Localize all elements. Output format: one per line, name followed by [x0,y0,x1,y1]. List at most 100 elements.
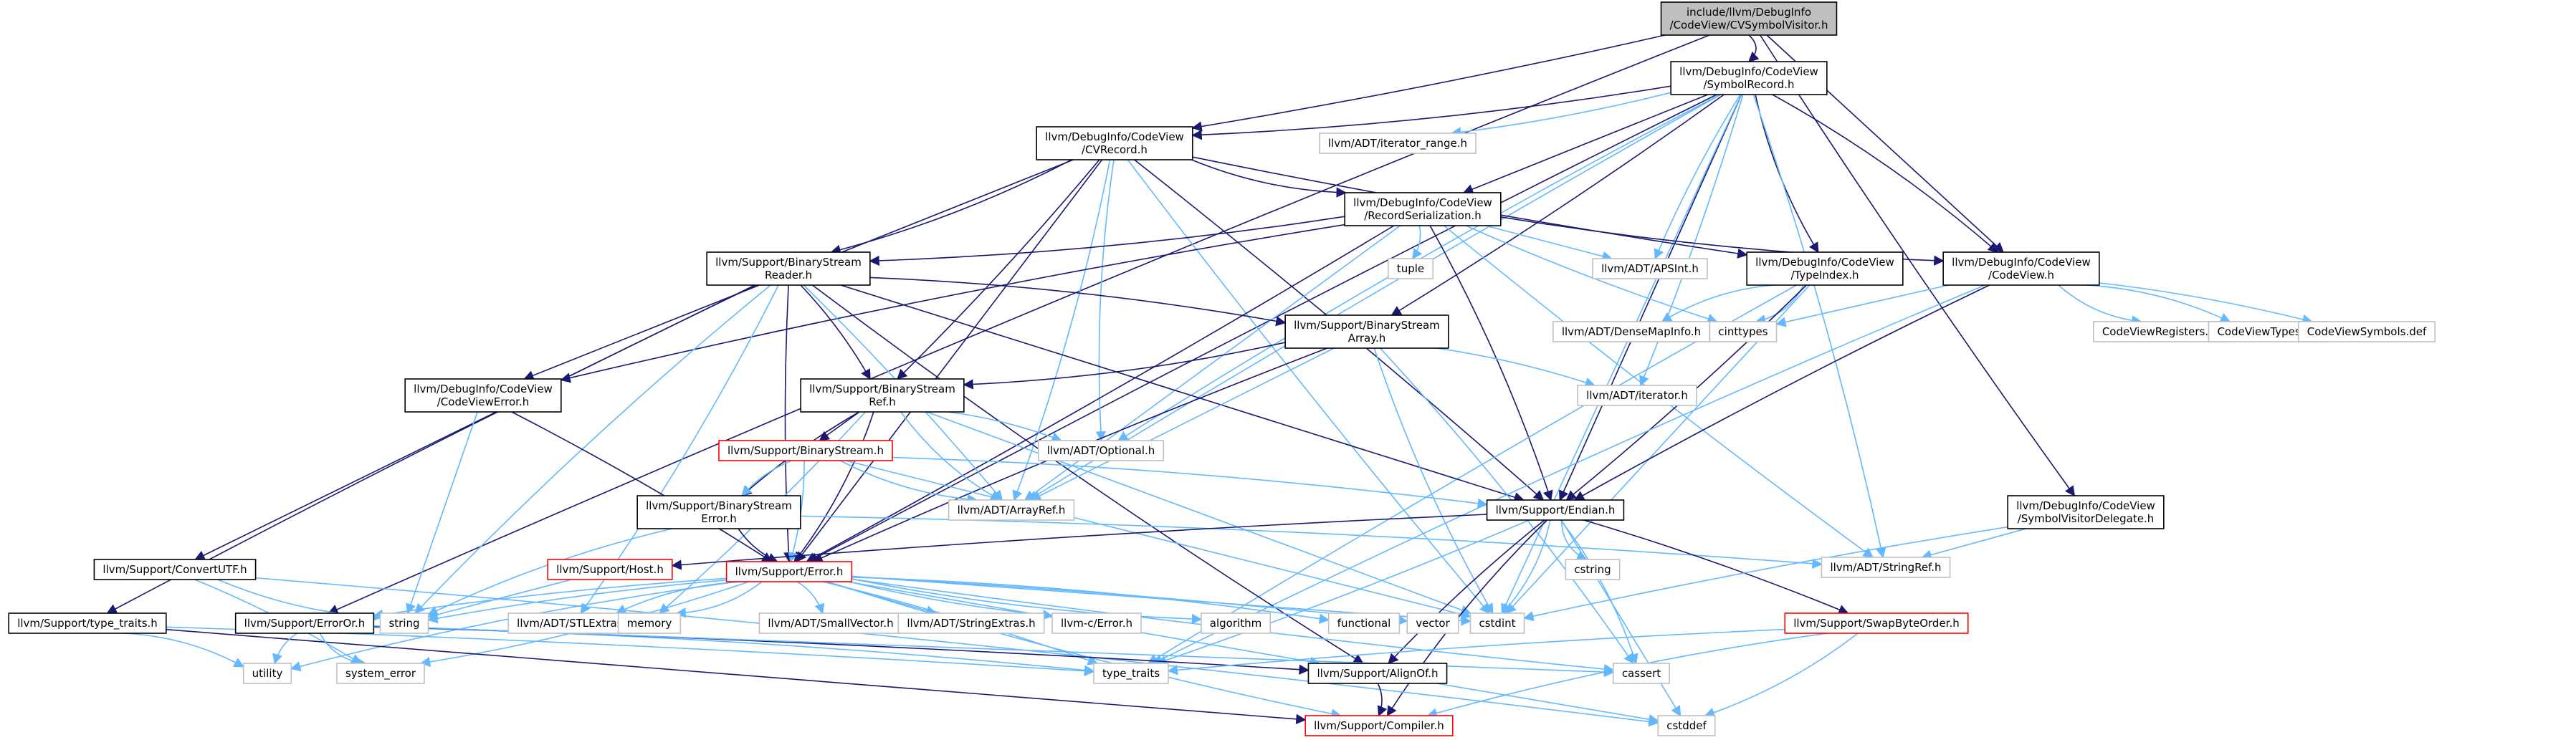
node-box [1406,612,1459,634]
node-cstddef: cstddef [1657,715,1716,736]
edge-bsref-to-arrayref [900,411,1001,501]
node-root[interactable]: include/llvm/DebugInfo/CodeView/CVSymbol… [1660,1,1838,36]
edge-endian-to-typetraits [1155,519,1530,665]
node-box [234,612,375,634]
edge-alignof-to-cstddef [1436,683,1659,725]
node-label: /RecordSerialization.h [1364,209,1482,222]
node-label: /TypeIndex.h [1790,269,1859,282]
node-label: /CodeView.h [1988,269,2054,282]
edge-recser-to-bsreader [869,216,1345,266]
node-label: llvm/Support/type_traits.h [17,617,158,630]
node-cstring: cstring [1565,559,1621,580]
node-box [336,663,425,684]
edge-swapbyte-to-cstddef [1704,633,1859,718]
node-label: llvm/ADT/StringRef.h [1830,561,1941,574]
node-visdelegate[interactable]: llvm/DebugInfo/CodeView/SymbolVisitorDel… [2007,495,2165,529]
node-box [1093,663,1169,684]
node-label: llvm/ADT/Optional.h [1047,444,1155,457]
edge-bstream-to-endian [892,456,1488,509]
node-cverror[interactable]: llvm/DebugInfo/CodeView/CodeViewError.h [404,378,562,413]
edge-endian-to-host [671,514,1487,570]
edge-root-to-symrec [1747,34,1760,62]
node-box [1284,314,1449,349]
node-functional: functional [1327,612,1401,634]
node-box [1942,251,2100,286]
edge-host-to-string [427,579,572,620]
node-memory: memory [617,612,682,634]
node-error[interactable]: llvm/Support/Error.h [725,561,853,582]
node-arrayref: llvm/ADT/ArrayRef.h [948,499,1075,521]
node-host[interactable]: llvm/Support/Host.h [547,559,673,580]
edge-bsref-to-bstream [819,411,860,441]
edge-convutf-to-cstddef [255,577,1659,727]
edge-codeview-to-endian [1573,284,1990,501]
node-label: CodeViewSymbols.def [2307,325,2427,338]
node-label: llvm/ADT/ArrayRef.h [958,504,1066,516]
node-box [1577,385,1697,406]
node-typetraitsh[interactable]: llvm/Support/type_traits.h [8,612,167,634]
node-symrec[interactable]: llvm/DebugInfo/CodeView/SymbolRecord.h [1670,61,1828,95]
edge-bsarray-to-iterator [1436,347,1596,388]
node-box [800,378,965,413]
node-alignof[interactable]: llvm/Support/AlignOf.h [1307,663,1448,684]
node-cvrecord[interactable]: llvm/DebugInfo/CodeView/CVRecord.h [1036,126,1193,160]
node-label: llvm/ADT/SmallVector.h [768,617,893,630]
node-compiler[interactable]: llvm/Support/Compiler.h [1304,715,1454,736]
edge-bsarray-to-bsref [963,342,1286,390]
edge-cvrecord-to-optional [1095,159,1115,442]
node-smallvec: llvm/ADT/SmallVector.h [758,612,903,634]
node-label: llvm/ADT/STLExtras.h [517,617,633,630]
node-box [1486,499,1625,521]
edge-endian-to-cstdint [1502,519,1551,615]
node-label: /SymbolRecord.h [1703,78,1794,91]
edge-bstream-to-cstdint [845,460,1471,620]
node-stringref: llvm/ADT/StringRef.h [1821,557,1951,578]
node-cvsyms: CodeViewSymbols.def [2297,321,2436,342]
edge-root-to-visdelegate [1760,34,2076,497]
node-endian[interactable]: llvm/Support/Endian.h [1486,499,1625,521]
node-box [1670,61,1828,95]
node-label: llvm/DebugInfo/CodeView [1679,65,1818,78]
edge-erroror-to-utility [272,633,298,665]
node-label: llvm/Support/ConvertUTF.h [102,563,247,576]
node-erroror[interactable]: llvm/Support/ErrorOr.h [234,612,375,634]
edge-symrec-to-error [807,94,1717,562]
node-box [1592,258,1708,279]
edge-endian-to-cstring [1560,519,1588,560]
node-label: llvm/Support/BinaryStream [646,499,792,512]
node-optional: llvm/ADT/Optional.h [1037,440,1165,461]
node-box [1821,557,1951,578]
node-strextras: llvm/ADT/StringExtras.h [897,612,1045,634]
node-convutf[interactable]: llvm/Support/ConvertUTF.h [93,559,257,580]
node-string: string [379,612,429,634]
node-box [636,495,801,529]
edge-symrec-to-endian [1558,94,1742,501]
node-box [718,440,893,461]
node-recser[interactable]: llvm/DebugInfo/CodeView/RecordSerializat… [1344,192,1502,226]
node-utility: utility [242,663,292,684]
node-swapbyte[interactable]: llvm/Support/SwapByteOrder.h [1784,612,1969,634]
node-cstdint: cstdint [1469,612,1525,634]
node-box [1709,321,1778,342]
edge-error-to-functional [851,577,1330,624]
node-iterrange: llvm/ADT/iterator_range.h [1319,133,1477,154]
node-codeview[interactable]: llvm/DebugInfo/CodeView/CodeView.h [1942,251,2100,286]
edge-cvrecord-to-arrayref [1012,159,1111,501]
node-label: llvm/Support/BinaryStream [1294,319,1440,332]
node-box [706,251,871,286]
node-box [2297,321,2436,342]
node-label: llvm/Support/AlignOf.h [1317,667,1438,680]
edge-recser-to-arrayref [1024,225,1401,501]
node-box [1613,663,1670,684]
node-bstream[interactable]: llvm/Support/BinaryStream.h [718,440,893,461]
node-label: /CVRecord.h [1082,143,1148,156]
edge-codeview-to-cvtypes [2086,284,2231,322]
node-label: llvm/DebugInfo/CodeView [414,383,553,395]
node-box [1037,440,1165,461]
node-typeindex[interactable]: llvm/DebugInfo/CodeView/TypeIndex.h [1746,251,1904,286]
node-label: llvm/DebugInfo/CodeView [1755,256,1894,269]
